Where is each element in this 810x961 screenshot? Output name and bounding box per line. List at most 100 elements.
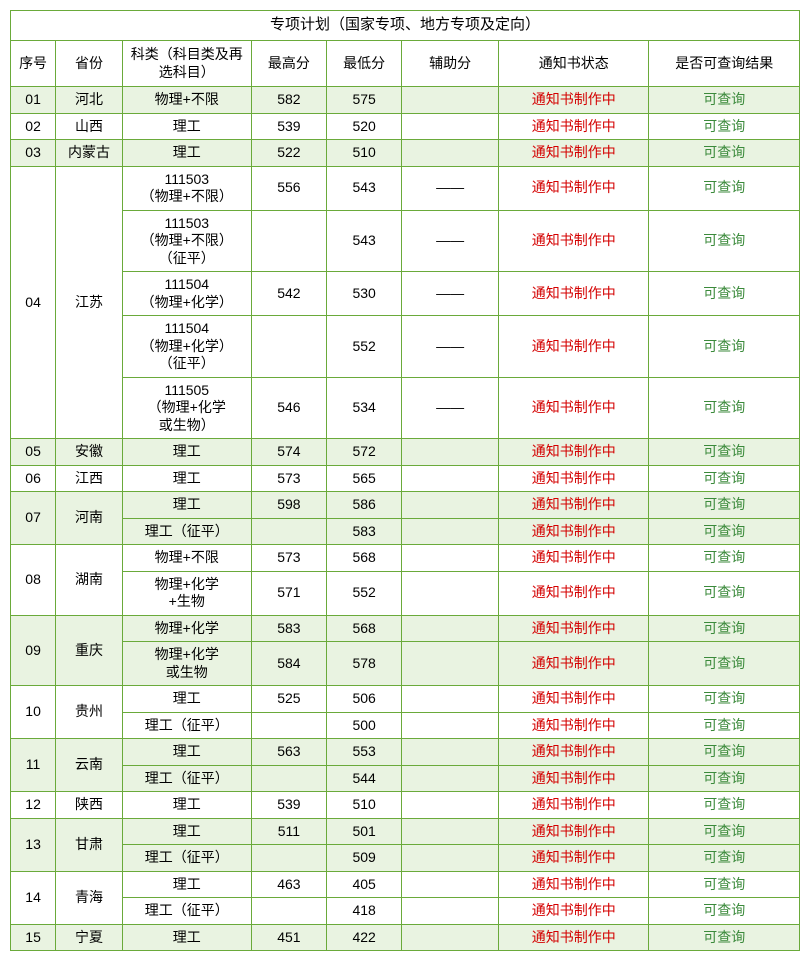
cell-category: 理工 (122, 686, 251, 713)
cell-category: 理工 (122, 492, 251, 519)
cell-query[interactable]: 可查询 (649, 792, 800, 819)
cell-category: 理工（征平） (122, 845, 251, 872)
cell-province: 陕西 (56, 792, 123, 819)
cell-min: 520 (327, 113, 402, 140)
table-row: 物理+化学 +生物571552通知书制作中可查询 (11, 571, 800, 615)
table-row: 111503 （物理+不限） （征平）543——通知书制作中可查询 (11, 210, 800, 272)
cell-min: 543 (327, 210, 402, 272)
cell-min: 583 (327, 518, 402, 545)
cell-query[interactable]: 可查询 (649, 545, 800, 572)
cell-aux: —— (402, 316, 499, 378)
cell-query[interactable]: 可查询 (649, 140, 800, 167)
cell-province: 重庆 (56, 615, 123, 686)
cell-aux: —— (402, 377, 499, 439)
cell-query[interactable]: 可查询 (649, 87, 800, 114)
cell-aux (402, 87, 499, 114)
cell-query[interactable]: 可查询 (649, 465, 800, 492)
cell-query[interactable]: 可查询 (649, 642, 800, 686)
cell-query[interactable]: 可查询 (649, 898, 800, 925)
cell-query[interactable]: 可查询 (649, 845, 800, 872)
cell-query[interactable]: 可查询 (649, 686, 800, 713)
cell-status: 通知书制作中 (498, 210, 648, 272)
cell-query[interactable]: 可查询 (649, 615, 800, 642)
cell-seq: 14 (11, 871, 56, 924)
header-query: 是否可查询结果 (649, 41, 800, 87)
cell-seq: 02 (11, 113, 56, 140)
cell-max: 511 (251, 818, 326, 845)
table-row: 理工（征平）418通知书制作中可查询 (11, 898, 800, 925)
cell-max: 573 (251, 545, 326, 572)
cell-status: 通知书制作中 (498, 792, 648, 819)
cell-status: 通知书制作中 (498, 686, 648, 713)
cell-category: 111504 （物理+化学） （征平） (122, 316, 251, 378)
cell-query[interactable]: 可查询 (649, 871, 800, 898)
cell-status: 通知书制作中 (498, 739, 648, 766)
cell-query[interactable]: 可查询 (649, 316, 800, 378)
cell-seq: 06 (11, 465, 56, 492)
cell-province: 河北 (56, 87, 123, 114)
cell-seq: 10 (11, 686, 56, 739)
cell-seq: 09 (11, 615, 56, 686)
cell-query[interactable]: 可查询 (649, 818, 800, 845)
cell-query[interactable]: 可查询 (649, 765, 800, 792)
cell-aux (402, 492, 499, 519)
cell-query[interactable]: 可查询 (649, 492, 800, 519)
header-aux: 辅助分 (402, 41, 499, 87)
table-row: 05安徽理工574572通知书制作中可查询 (11, 439, 800, 466)
cell-query[interactable]: 可查询 (649, 210, 800, 272)
table-row: 111504 （物理+化学）542530——通知书制作中可查询 (11, 272, 800, 316)
cell-status: 通知书制作中 (498, 377, 648, 439)
cell-seq: 13 (11, 818, 56, 871)
header-category: 科类（科目类及再选科目） (122, 41, 251, 87)
cell-category: 理工 (122, 871, 251, 898)
cell-category: 理工（征平） (122, 712, 251, 739)
cell-min: 586 (327, 492, 402, 519)
cell-status: 通知书制作中 (498, 712, 648, 739)
cell-max: 556 (251, 166, 326, 210)
cell-query[interactable]: 可查询 (649, 113, 800, 140)
cell-min: 422 (327, 924, 402, 951)
cell-query[interactable]: 可查询 (649, 377, 800, 439)
cell-query[interactable]: 可查询 (649, 571, 800, 615)
cell-min: 575 (327, 87, 402, 114)
cell-query[interactable]: 可查询 (649, 439, 800, 466)
cell-seq: 15 (11, 924, 56, 951)
table-row: 08湖南物理+不限573568通知书制作中可查询 (11, 545, 800, 572)
cell-status: 通知书制作中 (498, 871, 648, 898)
cell-status: 通知书制作中 (498, 845, 648, 872)
cell-min: 534 (327, 377, 402, 439)
cell-max: 582 (251, 87, 326, 114)
cell-status: 通知书制作中 (498, 439, 648, 466)
cell-max: 539 (251, 792, 326, 819)
cell-status: 通知书制作中 (498, 492, 648, 519)
cell-query[interactable]: 可查询 (649, 166, 800, 210)
special-plan-table: 专项计划（国家专项、地方专项及定向） 序号 省份 科类（科目类及再选科目） 最高… (10, 10, 800, 951)
cell-province: 甘肃 (56, 818, 123, 871)
cell-max: 583 (251, 615, 326, 642)
cell-aux: —— (402, 210, 499, 272)
cell-query[interactable]: 可查询 (649, 739, 800, 766)
table-row: 物理+化学 或生物584578通知书制作中可查询 (11, 642, 800, 686)
cell-max (251, 518, 326, 545)
cell-max (251, 712, 326, 739)
cell-query[interactable]: 可查询 (649, 518, 800, 545)
header-max: 最高分 (251, 41, 326, 87)
cell-province: 安徽 (56, 439, 123, 466)
table-row: 13甘肃理工511501通知书制作中可查询 (11, 818, 800, 845)
cell-status: 通知书制作中 (498, 765, 648, 792)
cell-min: 544 (327, 765, 402, 792)
table-header-row: 序号 省份 科类（科目类及再选科目） 最高分 最低分 辅助分 通知书状态 是否可… (11, 41, 800, 87)
cell-query[interactable]: 可查询 (649, 272, 800, 316)
cell-max (251, 898, 326, 925)
table-row: 11云南理工563553通知书制作中可查询 (11, 739, 800, 766)
cell-aux (402, 439, 499, 466)
cell-aux (402, 739, 499, 766)
cell-category: 111503 （物理+不限） (122, 166, 251, 210)
cell-query[interactable]: 可查询 (649, 712, 800, 739)
cell-category: 理工 (122, 113, 251, 140)
cell-min: 510 (327, 792, 402, 819)
cell-max: 542 (251, 272, 326, 316)
table-row: 理工（征平）509通知书制作中可查询 (11, 845, 800, 872)
cell-query[interactable]: 可查询 (649, 924, 800, 951)
cell-status: 通知书制作中 (498, 571, 648, 615)
